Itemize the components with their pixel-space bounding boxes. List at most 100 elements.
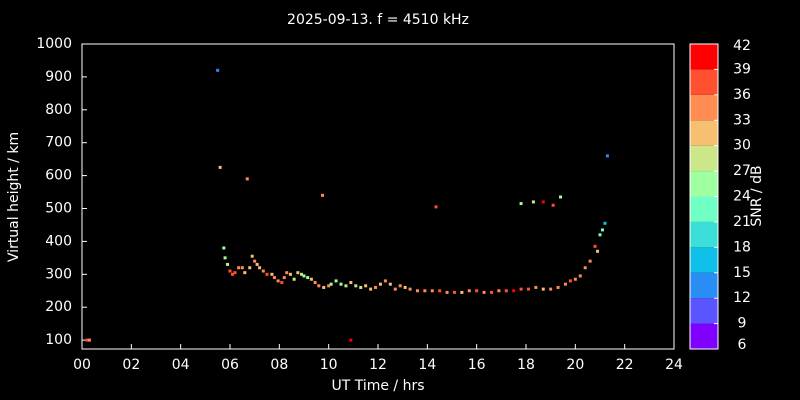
point	[556, 285, 560, 289]
colorbar-band	[690, 145, 718, 172]
colorbar-band	[690, 120, 718, 146]
point	[222, 246, 226, 250]
colorbar-tick-label: 9	[738, 316, 747, 332]
point	[296, 271, 300, 275]
point	[578, 274, 582, 278]
point	[434, 205, 438, 209]
point	[349, 338, 353, 342]
colorbar-band	[690, 69, 718, 95]
point	[388, 282, 392, 286]
colorbar-tick-label: 30	[733, 138, 751, 154]
point	[245, 177, 249, 181]
x-tick-label: 08	[270, 357, 288, 373]
point	[603, 221, 607, 225]
point	[504, 289, 508, 293]
colorbar-band	[690, 272, 718, 299]
colorbar-tick-label: 18	[733, 239, 751, 255]
point	[313, 281, 317, 285]
colorbar-tick-label: 39	[733, 61, 751, 77]
point	[292, 277, 296, 281]
point	[438, 289, 442, 293]
point	[285, 271, 289, 275]
point	[216, 68, 220, 72]
point	[596, 249, 600, 253]
colorbar-band	[690, 247, 718, 273]
point	[403, 285, 407, 289]
point	[359, 285, 363, 289]
y-tick-label: 100	[45, 332, 72, 348]
point	[519, 202, 523, 206]
point	[364, 284, 368, 288]
point	[272, 276, 276, 280]
y-tick-label: 800	[45, 102, 72, 118]
chart-title: 2025-09-13. f = 4510 kHz	[287, 12, 469, 28]
point	[329, 282, 333, 286]
point	[288, 272, 292, 276]
x-tick-label: 06	[221, 357, 239, 373]
colorbar-tick-label: 33	[733, 112, 751, 128]
colorbar-band	[690, 323, 718, 349]
colorbar-tick-label: 24	[733, 189, 751, 205]
point	[339, 282, 343, 286]
point	[250, 254, 254, 258]
point	[349, 281, 353, 285]
y-tick-label: 400	[45, 233, 72, 249]
point	[541, 200, 545, 204]
point	[378, 282, 382, 286]
point	[541, 287, 545, 291]
colorbar-tick-label: 12	[733, 290, 751, 306]
point	[344, 284, 348, 288]
point	[261, 269, 265, 273]
point	[243, 271, 247, 275]
point	[573, 277, 577, 281]
point	[321, 193, 324, 197]
colorbar-band	[690, 196, 718, 222]
x-tick-label: 18	[517, 357, 535, 373]
point	[282, 276, 286, 280]
point	[369, 287, 373, 291]
point	[302, 274, 306, 278]
point	[306, 276, 310, 280]
point	[248, 266, 252, 270]
y-tick-label: 1000	[36, 36, 72, 52]
point	[475, 289, 479, 293]
colorbar-band	[690, 171, 718, 197]
point	[226, 262, 230, 266]
point	[230, 272, 234, 276]
point	[605, 154, 609, 158]
point	[568, 279, 572, 283]
colorbar-tick-label: 42	[733, 38, 751, 54]
point	[309, 277, 313, 281]
point	[258, 266, 262, 270]
x-tick-label: 04	[172, 357, 190, 373]
point	[233, 271, 237, 275]
point	[383, 279, 387, 283]
point	[452, 290, 456, 294]
y-axis-label: Virtual height / km	[6, 132, 22, 262]
point	[265, 272, 269, 276]
point	[223, 256, 227, 260]
x-tick-label: 20	[566, 357, 584, 373]
point	[398, 284, 402, 288]
point	[593, 244, 597, 248]
colorbar-tick-label: 15	[733, 265, 751, 281]
point	[237, 266, 241, 270]
y-tick-label: 600	[45, 168, 72, 184]
point	[563, 282, 567, 286]
point	[240, 266, 244, 270]
point	[489, 290, 493, 294]
point	[354, 284, 358, 288]
x-tick-label: 12	[369, 357, 387, 373]
point	[497, 289, 501, 293]
colorbar-tick-label: 6	[738, 337, 747, 353]
point	[87, 338, 91, 342]
colorbar-tick-label: 27	[733, 163, 751, 179]
x-axis-label: UT Time / hrs	[331, 378, 424, 394]
point	[300, 272, 304, 276]
point	[218, 165, 222, 169]
point	[270, 272, 274, 276]
point	[334, 279, 338, 283]
point	[408, 287, 412, 291]
point	[327, 284, 331, 288]
